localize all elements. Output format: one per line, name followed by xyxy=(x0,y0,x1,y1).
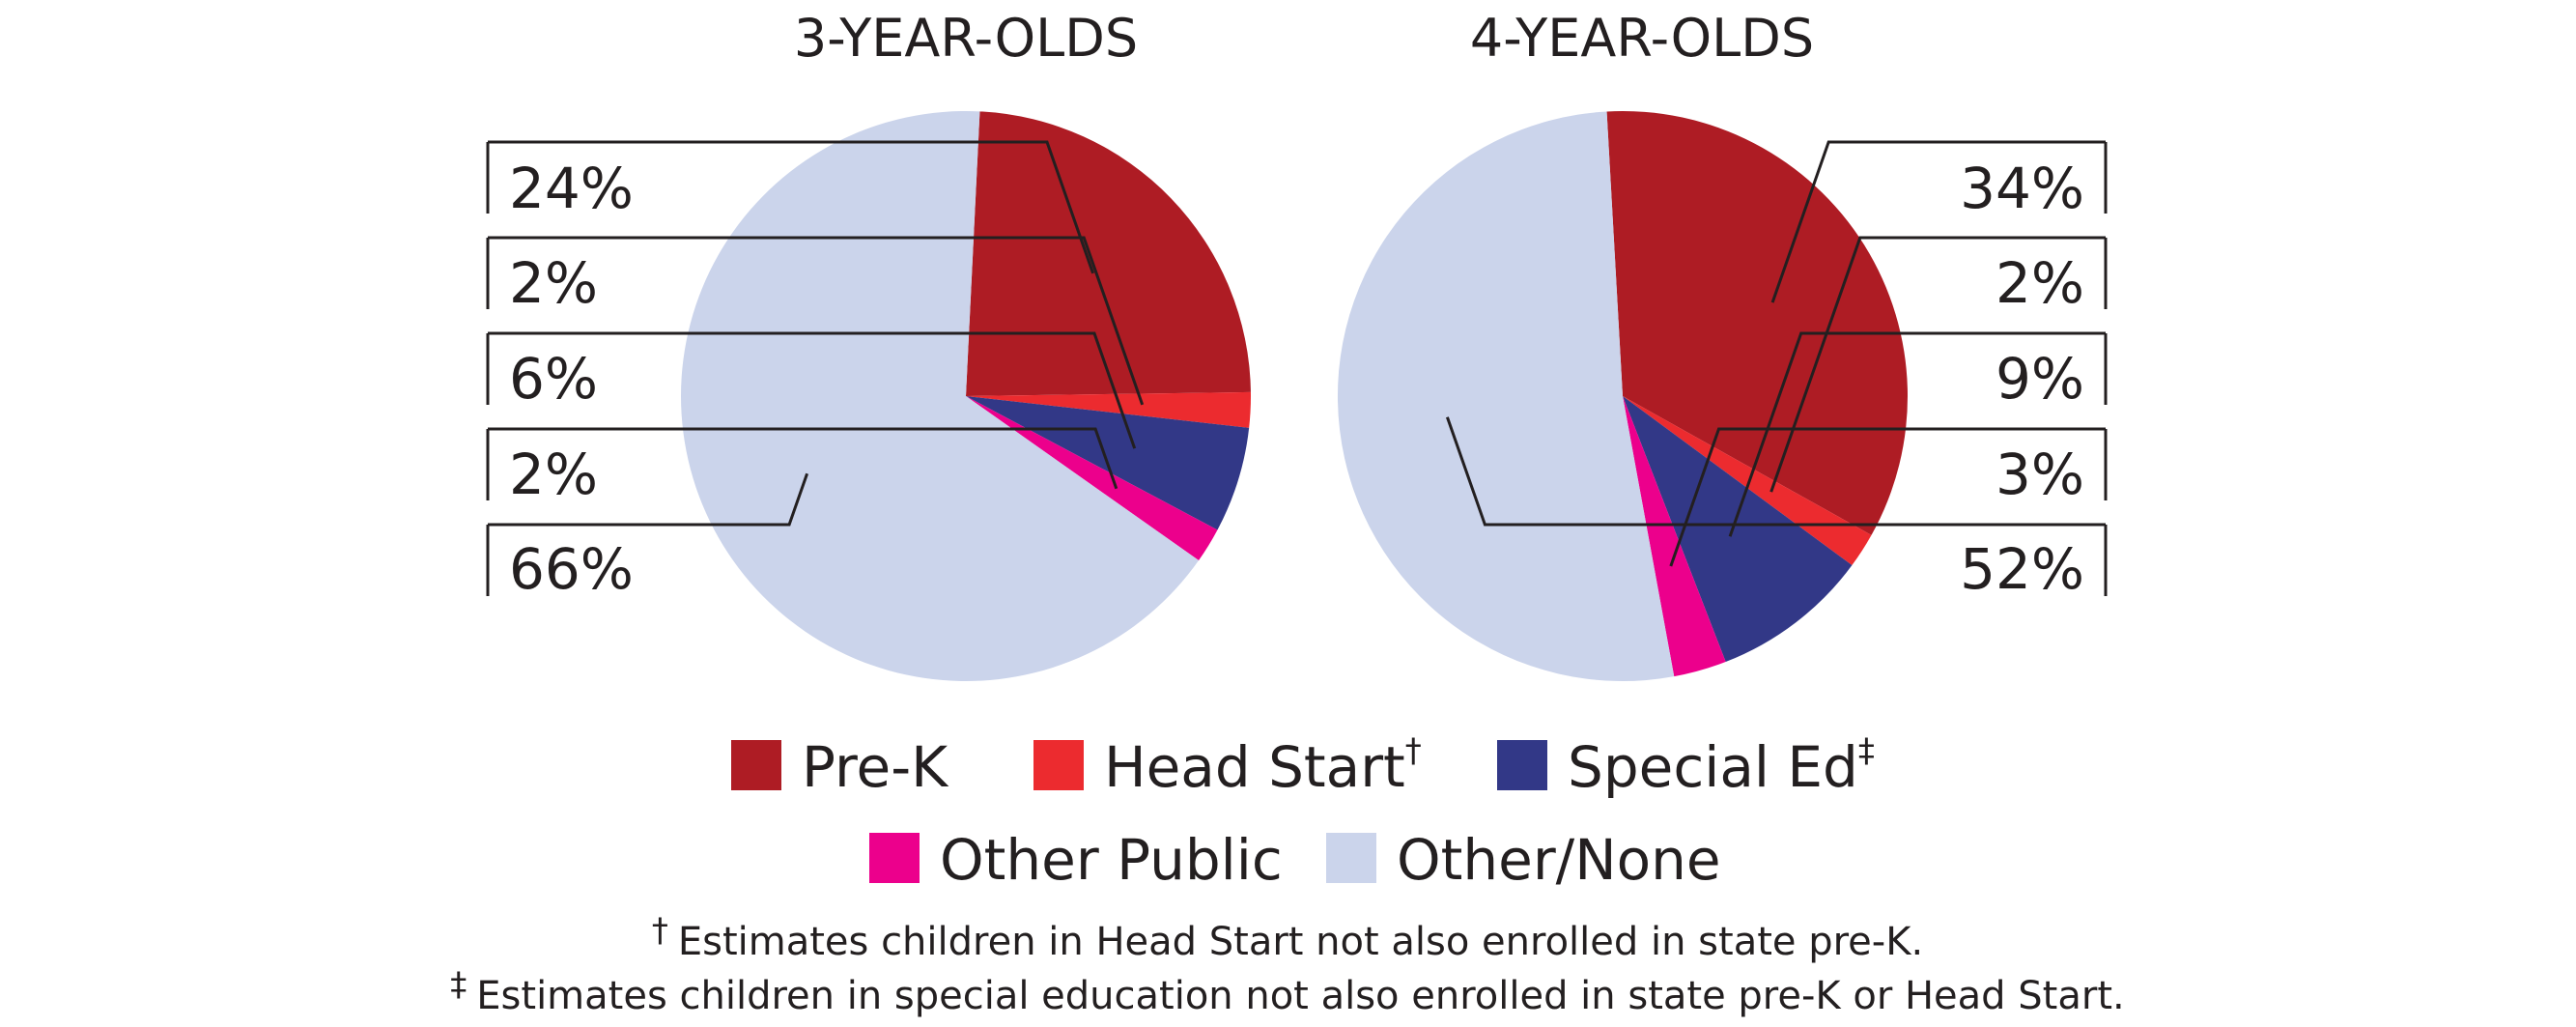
legend-item-other-none: Other/None xyxy=(1326,827,1721,893)
legend-swatch-head-start xyxy=(1033,740,1084,790)
data-label-4yo-pre-k: 34% xyxy=(1960,156,2084,221)
data-label-3yo-special-ed: 6% xyxy=(509,346,598,412)
legend-label-other-none: Other/None xyxy=(1397,827,1721,893)
data-label-3yo-other-none: 66% xyxy=(509,536,634,602)
chart-title-3-year-olds: 3-YEAR-OLDS xyxy=(794,8,1138,69)
legend-item-pre-k: Pre-K xyxy=(731,734,949,800)
data-label-4yo-head-start: 2% xyxy=(1996,250,2084,316)
pie-slice-3yo-head-start xyxy=(966,391,1251,428)
leader-line-3yo-other-public xyxy=(488,427,1118,490)
svg-text:Pre-K: Pre-K xyxy=(802,734,949,800)
footnote-special-ed: ‡ Estimates children in special education… xyxy=(450,965,2124,1018)
legend-mark-double-dagger: ‡ xyxy=(1858,731,1875,770)
svg-text:Other/None: Other/None xyxy=(1397,827,1721,893)
leader-line-4yo-special-ed xyxy=(1728,331,2106,537)
footnotes: † Estimates children in Head Start not al… xyxy=(450,911,2124,1018)
data-label-3yo-pre-k: 24% xyxy=(509,156,634,221)
legend: Pre-K Head Start† Special Ed‡ Other Publ… xyxy=(731,731,1875,893)
data-label-3yo-head-start: 2% xyxy=(509,250,598,316)
legend-swatch-other-public xyxy=(869,833,920,883)
pie-slice-3yo-other-none xyxy=(681,110,1200,681)
legend-label-other-public: Other Public xyxy=(940,827,1283,893)
legend-item-special-ed: Special Ed‡ xyxy=(1497,731,1875,800)
legend-swatch-other-none xyxy=(1326,833,1376,883)
leader-line-4yo-other-none xyxy=(1445,416,2106,527)
svg-text:Special Ed‡: Special Ed‡ xyxy=(1568,731,1875,800)
legend-swatch-special-ed xyxy=(1497,740,1547,790)
data-label-3yo-other-public: 2% xyxy=(509,442,598,507)
pie-slice-4yo-other-none xyxy=(1337,111,1675,682)
leader-line-3yo-head-start xyxy=(488,236,1145,406)
legend-label-special-ed: Special Ed xyxy=(1568,734,1858,800)
legend-item-head-start: Head Start† xyxy=(1033,731,1422,800)
leader-line-4yo-pre-k xyxy=(1770,140,2106,303)
leader-line-4yo-other-public xyxy=(1669,427,2106,567)
data-label-4yo-other-public: 3% xyxy=(1996,442,2084,507)
pie-slice-3yo-other-public xyxy=(966,396,1218,561)
leader-line-3yo-other-none xyxy=(488,472,809,527)
pie-3-year-olds: 24% 2% 6% 2% 66% xyxy=(486,110,1251,681)
leader-line-3yo-special-ed xyxy=(488,331,1137,449)
leader-line-3yo-pre-k xyxy=(488,140,1095,274)
legend-mark-dagger: † xyxy=(1405,731,1422,770)
data-label-4yo-special-ed: 9% xyxy=(1996,346,2084,412)
data-label-4yo-other-none: 52% xyxy=(1960,536,2084,602)
footnote-head-start: † Estimates children in Head Start not al… xyxy=(652,911,1923,964)
legend-label-pre-k: Pre-K xyxy=(802,734,949,800)
pie-slice-3yo-pre-k xyxy=(966,111,1251,396)
svg-text:Other Public: Other Public xyxy=(940,827,1283,893)
pie-4-year-olds: 34% 2% 9% 3% 52% xyxy=(1337,110,2108,682)
leader-line-4yo-head-start xyxy=(1769,236,2106,493)
legend-item-other-public: Other Public xyxy=(869,827,1283,893)
chart-title-4-year-olds: 4-YEAR-OLDS xyxy=(1470,8,1814,69)
legend-swatch-pre-k xyxy=(731,740,781,790)
pie-slice-4yo-head-start xyxy=(1623,396,1872,566)
legend-label-head-start: Head Start xyxy=(1104,734,1405,800)
pie-slice-4yo-special-ed xyxy=(1623,396,1853,663)
pie-slice-4yo-other-public xyxy=(1623,396,1726,677)
svg-text:Head Start†: Head Start† xyxy=(1104,731,1422,800)
